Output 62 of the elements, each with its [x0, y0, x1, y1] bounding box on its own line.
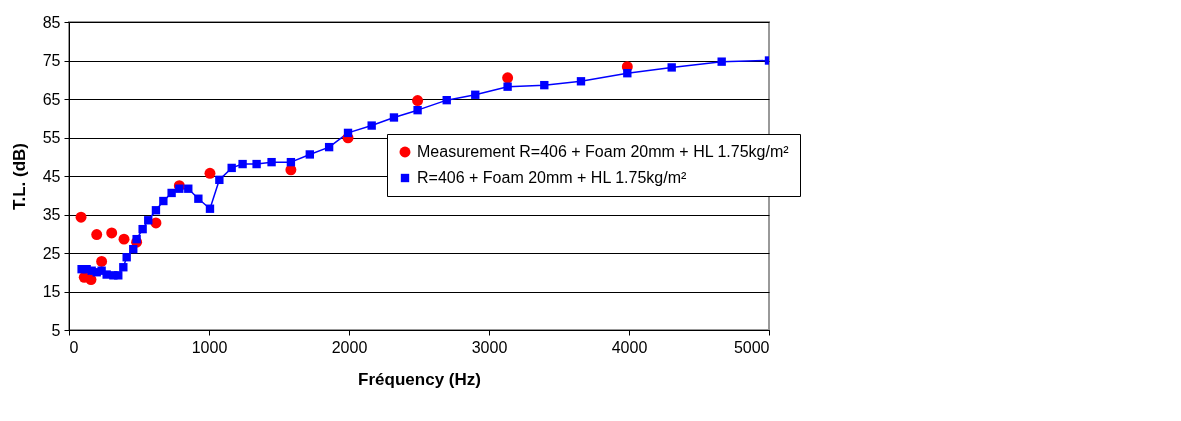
point	[119, 263, 128, 272]
point	[324, 142, 334, 152]
x-tick-label: 5000	[733, 338, 770, 356]
point	[227, 163, 236, 173]
point	[129, 244, 138, 254]
point	[389, 113, 399, 122]
x-tick-label: 1000	[191, 338, 228, 356]
point	[106, 227, 118, 239]
point	[717, 57, 726, 66]
point	[305, 150, 314, 159]
x-tick-label: 0	[69, 338, 79, 356]
point	[144, 216, 153, 225]
x-axis-title: Fréquency (Hz)	[358, 369, 481, 389]
point	[413, 105, 422, 115]
point	[75, 211, 87, 223]
y-tick-label: 45	[42, 167, 61, 185]
legend-label: Measurement R=406 + Foam 20mm + HL 1.75kg/m²	[417, 143, 790, 160]
point	[252, 159, 261, 169]
point	[96, 256, 108, 267]
point	[343, 128, 353, 138]
point	[194, 194, 203, 203]
point	[286, 157, 296, 167]
point	[667, 63, 676, 72]
point	[85, 274, 97, 286]
point	[367, 121, 376, 130]
point	[215, 175, 224, 185]
point	[167, 188, 176, 198]
legend-label: R=406 + Foam 20mm + HL 1.75kg/m²	[417, 169, 687, 186]
point	[114, 271, 123, 280]
point	[204, 167, 216, 179]
point	[238, 159, 247, 169]
point	[205, 204, 215, 213]
point	[502, 72, 514, 84]
y-axis-title: T.L. (dB)	[9, 142, 29, 211]
point	[151, 206, 161, 215]
point	[267, 157, 276, 167]
point	[159, 196, 168, 206]
point	[471, 90, 480, 99]
y-tick-label: 5	[51, 321, 61, 339]
y-tick-label: 85	[42, 13, 61, 31]
point	[132, 234, 141, 244]
x-tick-label: 4000	[611, 338, 648, 356]
point	[623, 69, 632, 78]
y-tick-label: 35	[42, 206, 61, 223]
y-tick-label: 65	[42, 90, 61, 108]
point	[122, 253, 131, 262]
y-tick-label: 55	[42, 129, 61, 146]
point	[118, 233, 130, 245]
y-tick-label: 25	[42, 244, 61, 262]
point	[503, 82, 512, 91]
y-tick-label: 15	[42, 283, 61, 300]
point	[91, 229, 103, 240]
point	[540, 80, 549, 90]
x-tick-label: 3000	[471, 338, 508, 356]
point	[442, 95, 451, 105]
point	[184, 184, 193, 193]
point	[175, 184, 184, 193]
point	[576, 77, 586, 86]
point	[138, 224, 147, 234]
point	[412, 95, 424, 107]
x-tick-label: 2000	[331, 338, 368, 356]
y-tick-label: 75	[42, 52, 61, 69]
